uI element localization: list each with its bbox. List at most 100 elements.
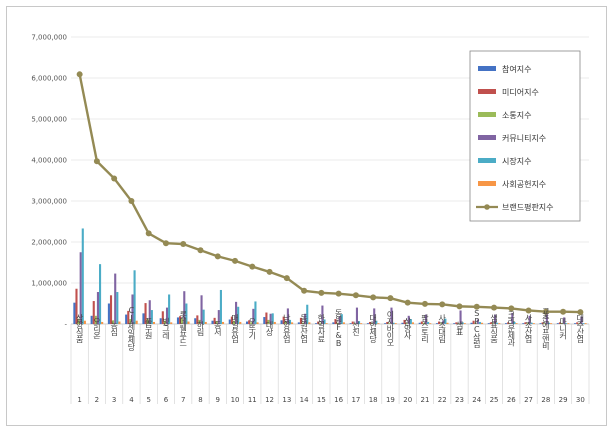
- bar: [340, 314, 343, 324]
- bar: [424, 314, 428, 324]
- x-rank-label: 6: [164, 396, 169, 404]
- x-category-label: 하림: [196, 320, 205, 336]
- bar: [256, 322, 259, 324]
- bar: [144, 303, 147, 324]
- line-point: [525, 307, 532, 314]
- bar: [550, 323, 553, 324]
- line-point: [266, 268, 273, 275]
- x-category-label: 삼양사: [403, 317, 412, 341]
- bar: [250, 322, 253, 324]
- x-rank-label: 5: [146, 396, 150, 404]
- bar: [411, 322, 414, 324]
- bar: [342, 322, 345, 324]
- bar: [541, 322, 544, 324]
- legend-label: 시장지수: [502, 156, 531, 166]
- bar: [96, 292, 99, 324]
- bar: [254, 301, 257, 324]
- legend-label: 미디어지수: [502, 87, 539, 97]
- bar: [332, 322, 335, 324]
- bar: [392, 322, 395, 324]
- x-category-label: 오리온: [92, 318, 101, 340]
- bar: [239, 321, 242, 324]
- bar: [487, 323, 490, 324]
- bar: [135, 320, 138, 324]
- bar: [133, 270, 136, 324]
- bar: [515, 323, 518, 324]
- line-point: [387, 295, 394, 302]
- x-rank-label: 2: [95, 396, 99, 404]
- bar: [580, 316, 583, 324]
- bar: [388, 323, 391, 324]
- bar: [94, 315, 97, 324]
- bar: [79, 252, 82, 324]
- bar: [472, 320, 475, 324]
- bar: [440, 323, 443, 324]
- x-category-label: 매일유업: [231, 314, 240, 343]
- x-category-label: 선진: [351, 321, 360, 336]
- line-point: [318, 289, 325, 296]
- bar: [505, 323, 508, 324]
- bar: [543, 323, 546, 324]
- bar: [446, 322, 449, 324]
- x-rank-label: 22: [438, 396, 447, 404]
- bar: [474, 322, 477, 324]
- line-point: [473, 303, 480, 310]
- bar: [435, 323, 439, 324]
- line-point: [352, 292, 359, 299]
- y-tick-label: 4,000,000: [31, 157, 67, 165]
- legend-swatch: [478, 135, 496, 140]
- x-rank-label: 23: [455, 396, 464, 404]
- x-rank-label: 18: [369, 396, 378, 404]
- bar: [297, 322, 300, 324]
- bar: [494, 314, 497, 324]
- legend-swatch: [478, 112, 496, 117]
- bar: [107, 303, 110, 324]
- bar: [109, 295, 113, 324]
- bar: [459, 310, 462, 324]
- bar: [578, 323, 581, 324]
- bar: [118, 321, 121, 324]
- x-category-label: 크라운제과: [506, 311, 515, 348]
- line-point: [456, 303, 463, 310]
- bar: [215, 321, 218, 324]
- bar: [390, 307, 393, 324]
- bar: [511, 312, 514, 324]
- bar: [73, 302, 76, 324]
- x-category-label: 대한제당: [368, 314, 377, 343]
- legend-label: 참여지수: [502, 64, 531, 74]
- x-category-label: 오뚜기: [248, 318, 257, 341]
- bar: [269, 313, 272, 324]
- bar: [204, 321, 207, 324]
- bar: [284, 321, 287, 324]
- bar: [556, 323, 559, 324]
- legend-label: 사회공헌지수: [502, 180, 546, 189]
- bar: [77, 318, 80, 324]
- bar: [196, 315, 199, 324]
- bar: [317, 321, 320, 324]
- x-category-label: 교촌에프앤비: [541, 307, 550, 351]
- x-rank-label: 27: [524, 396, 533, 404]
- legend-swatch: [478, 181, 496, 186]
- bar: [545, 312, 548, 324]
- bar: [321, 305, 324, 324]
- line-point: [249, 263, 256, 270]
- bar: [558, 322, 561, 324]
- bar: [567, 323, 570, 324]
- x-rank-label: 7: [181, 396, 185, 404]
- line-point: [335, 290, 342, 297]
- bar: [152, 321, 155, 324]
- bar: [273, 321, 276, 324]
- bar: [325, 323, 328, 324]
- legend-swatch: [478, 89, 496, 94]
- bar: [114, 273, 117, 324]
- x-category-label: 대상: [265, 321, 274, 336]
- bar: [150, 310, 153, 324]
- bar: [427, 321, 430, 324]
- bar: [336, 322, 339, 324]
- bar: [131, 294, 134, 324]
- bar: [308, 322, 311, 324]
- legend-swatch: [478, 66, 496, 71]
- x-rank-label: 11: [248, 396, 257, 404]
- line-point: [111, 175, 118, 182]
- bar: [200, 295, 203, 324]
